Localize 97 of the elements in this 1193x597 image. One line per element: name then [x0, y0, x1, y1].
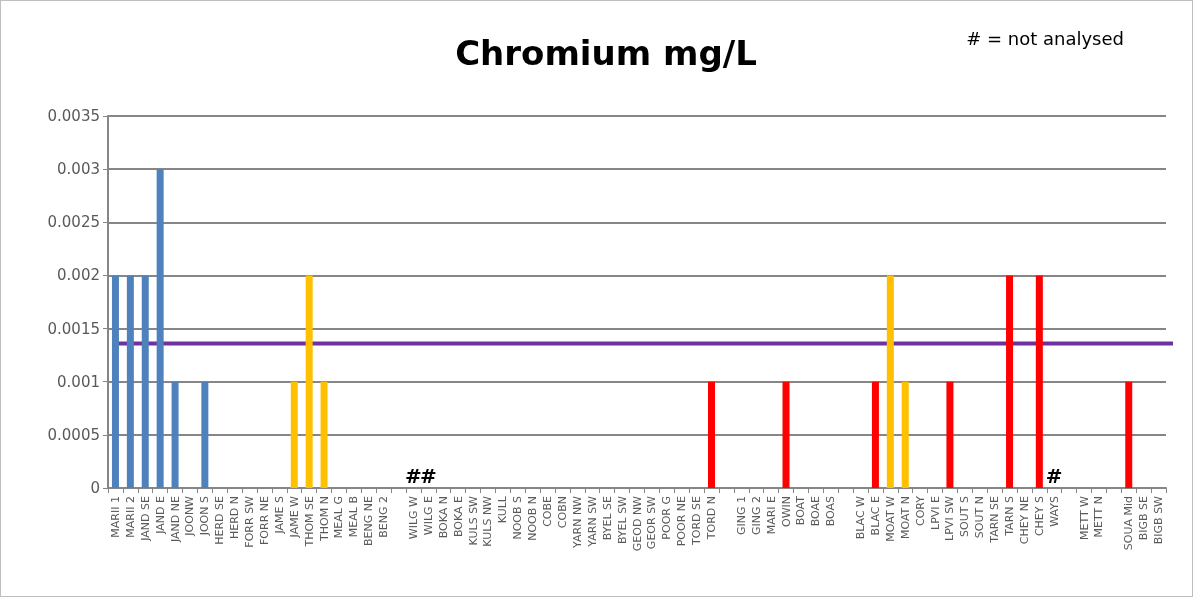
x-tick-label: GEOD NW [630, 495, 644, 552]
x-tick-label: JAND E [153, 495, 167, 535]
x-tick-label: SOUA Mid [1122, 496, 1136, 551]
x-tick-label: POOR NE [675, 495, 689, 547]
x-tick-label: SOUT N [973, 496, 987, 539]
x-tick-label: BYEL SE [600, 495, 614, 541]
x-tick-label: BOAS [824, 495, 838, 527]
x-tick-label: MEAL B [347, 496, 361, 538]
x-tick-label: POOR G [660, 496, 674, 540]
x-tick-label: MARI E [764, 495, 778, 535]
x-tick-label: KULL [496, 495, 510, 524]
x-tick-label: WILG E [421, 495, 435, 536]
x-tick-label: OWIN [779, 496, 793, 528]
bar [871, 381, 879, 488]
y-tick-label: 0.001 [57, 372, 100, 391]
annotation: # [1045, 464, 1063, 488]
bar [1006, 275, 1014, 488]
x-tick-label: LPVI SW [943, 495, 957, 541]
bar [156, 169, 164, 488]
x-tick-label: CHEY S [1032, 495, 1046, 537]
x-tick-label: JOON S [198, 496, 212, 537]
x-tick-label: COBE [541, 495, 555, 527]
x-tick-label: HERD N [228, 496, 242, 540]
x-tick-label: BLAC E [868, 495, 882, 536]
x-tick-label: BENG 2 [377, 496, 391, 538]
x-tick-label: BOAT [794, 495, 808, 526]
x-tick-label: WAYS [1047, 495, 1061, 527]
x-tick-label: JAME S [272, 495, 286, 535]
x-tick-label: MARII 1 [108, 496, 122, 538]
annotation: # [420, 464, 437, 488]
chart-title: Chromium mg/L [455, 33, 757, 73]
y-tick-label: 0.0025 [47, 213, 100, 232]
x-tick-label: BOKA N [436, 496, 450, 539]
x-tick-label: JAND SE [138, 495, 152, 542]
y-tick-label: 0.003 [57, 160, 100, 179]
x-tick-label: COBN [555, 496, 569, 529]
bar [320, 381, 328, 488]
x-tick-label: NOOB N [526, 496, 540, 541]
x-tick-label: NOOB S [511, 495, 525, 540]
x-tick-label: CHEY NE [1017, 495, 1031, 545]
x-tick-label: FORR SW [243, 495, 257, 548]
x-tick-label: SOUT S [958, 495, 972, 537]
x-tick-label: TARN S [1003, 495, 1017, 537]
bar [708, 381, 716, 488]
x-tick-label: TORD SE [690, 495, 704, 546]
bar [946, 381, 954, 488]
x-tick-label: KULS NW [481, 495, 495, 547]
x-tick-label: JAND NE [168, 495, 182, 543]
bar [1125, 381, 1133, 488]
x-tick-label: LPVI E [928, 495, 942, 530]
x-tick-label: GING 2 [749, 496, 763, 536]
bar [171, 381, 179, 488]
y-tick-label: 0.002 [57, 266, 100, 285]
text: # = not analysed [966, 27, 1124, 49]
bar [1035, 275, 1043, 488]
bar [141, 275, 149, 488]
x-tick-label: BOAE [809, 495, 823, 527]
x-tick-label: BIGB SW [1152, 495, 1166, 545]
bar [782, 381, 790, 488]
x-tick-label: METT W [1077, 495, 1091, 541]
x-tick-label: YARN SW [585, 495, 599, 548]
x-tick-label: MOAT N [898, 496, 912, 540]
bar [201, 381, 209, 488]
x-tick-label: KULS SW [466, 495, 480, 546]
y-tick-label: 0.0035 [47, 107, 100, 125]
x-tick-label: YARN NW [570, 495, 584, 549]
y-tick-label: 0.0015 [47, 319, 100, 338]
x-tick-label: GING 1 [734, 496, 748, 536]
x-tick-label: THOM N [317, 496, 331, 542]
x-tick-label: MARII 2 [123, 496, 137, 538]
x-tick-label: HERD SE [213, 495, 227, 545]
x-tick-label: BIGB SE [1137, 495, 1151, 541]
x-tick-label: WILG W [406, 495, 420, 540]
x-tick-label: MEAL G [332, 496, 346, 539]
x-tick-label: BYEL SW [615, 495, 629, 545]
x-tick-label: BLAC W [854, 495, 868, 540]
x-tick-label: METT N [1092, 496, 1106, 538]
annotation: # [405, 464, 422, 488]
bar [901, 381, 909, 488]
bar [290, 381, 298, 488]
x-tick-label: GEOR SW [645, 495, 659, 550]
bar [886, 275, 894, 488]
x-tick-label: MOAT W [883, 495, 897, 542]
y-tick-label: 0.0005 [47, 425, 100, 444]
bar [305, 275, 313, 488]
x-tick-label: JOONW [183, 495, 197, 537]
x-tick-label: BOKA E [451, 495, 465, 538]
x-tick-label: JAME W [287, 495, 301, 539]
x-tick-label: TORD N [705, 496, 719, 541]
x-tick-label: CORY [913, 495, 927, 526]
x-tick-label: BENG NE [362, 495, 376, 546]
y-tick-label: 0 [90, 479, 100, 497]
x-tick-label: THOM SE [302, 495, 316, 548]
x-tick-label: FORR NE [257, 495, 271, 545]
bar [126, 275, 134, 488]
bar [111, 275, 119, 488]
x-tick-label: TARN SE [988, 495, 1002, 544]
